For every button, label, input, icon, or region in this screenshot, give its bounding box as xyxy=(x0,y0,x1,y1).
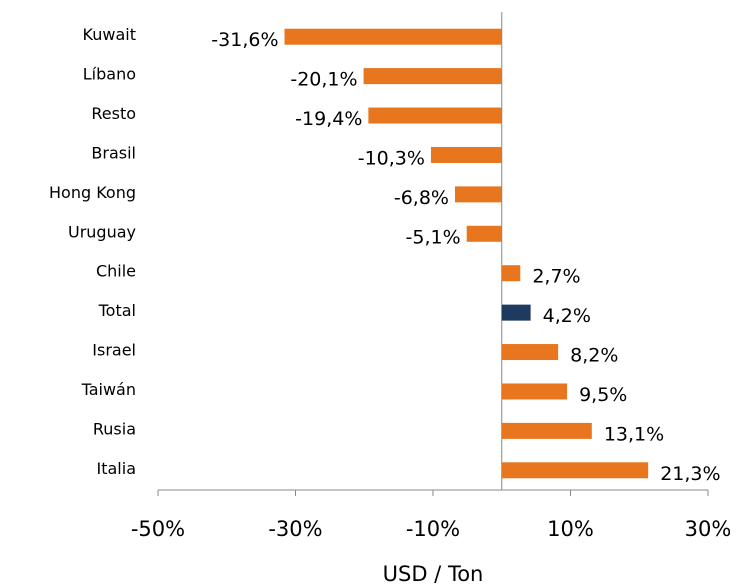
bar xyxy=(363,68,502,85)
category-label: Israel xyxy=(92,341,136,360)
x-tick-label: -30% xyxy=(268,517,322,541)
x-tick-label: 10% xyxy=(547,517,594,541)
category-label: Chile xyxy=(96,262,136,281)
bar xyxy=(501,422,592,439)
category-label: Rusia xyxy=(93,419,136,438)
bar xyxy=(430,146,502,163)
category-label: Taiwán xyxy=(81,380,136,399)
category-label: Brasil xyxy=(91,143,136,162)
category-label: Italia xyxy=(97,459,137,478)
x-axis-label: USD / Ton xyxy=(383,562,484,586)
bar xyxy=(284,28,502,45)
value-label: -5,1% xyxy=(406,226,461,248)
x-tick-label: -10% xyxy=(406,517,460,541)
value-label: 13,1% xyxy=(604,423,664,445)
value-label: -19,4% xyxy=(295,108,362,130)
value-label: -10,3% xyxy=(358,147,425,169)
value-label: 21,3% xyxy=(660,463,720,485)
category-label: Hong Kong xyxy=(49,183,136,202)
category-label: Total xyxy=(98,301,136,320)
category-label: Resto xyxy=(91,104,136,123)
value-label: -20,1% xyxy=(290,69,357,91)
bar xyxy=(501,383,568,400)
x-tick-label: -50% xyxy=(131,517,185,541)
x-tick-label: 30% xyxy=(685,517,732,541)
category-label: Uruguay xyxy=(68,222,136,241)
value-label: 4,2% xyxy=(543,305,591,327)
value-label: -31,6% xyxy=(211,29,278,51)
category-label: Kuwait xyxy=(83,25,136,44)
category-label: Líbano xyxy=(83,65,136,84)
bar xyxy=(368,107,502,124)
bar xyxy=(501,304,531,321)
bar xyxy=(455,186,502,203)
bar xyxy=(501,462,649,479)
bar xyxy=(501,344,559,361)
value-label: -6,8% xyxy=(394,187,449,209)
value-label: 2,7% xyxy=(532,266,580,288)
bar xyxy=(466,225,502,242)
bar xyxy=(501,265,521,282)
value-label: 9,5% xyxy=(579,384,627,406)
value-label: 8,2% xyxy=(570,345,618,367)
